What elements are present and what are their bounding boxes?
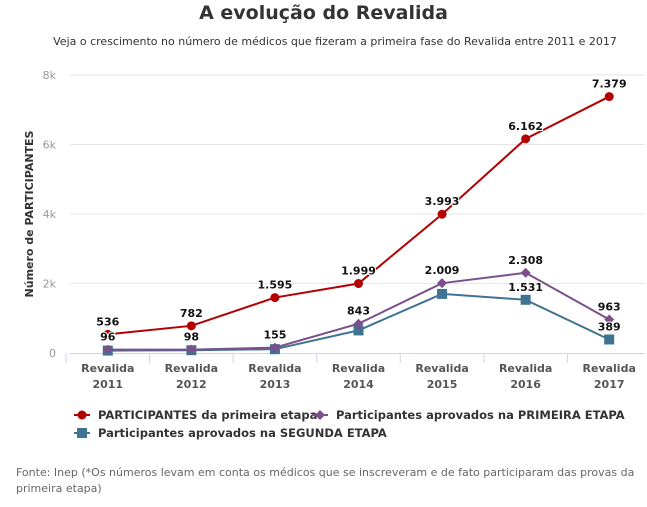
- x-tick-label: Revalida: [332, 362, 385, 375]
- legend-label: PARTICIPANTES da primeira etapa: [98, 408, 317, 422]
- x-tick-label: 2014: [343, 378, 374, 391]
- y-tick-label: 6k: [43, 139, 57, 152]
- legend-marker: [77, 410, 87, 420]
- data-point: [520, 294, 531, 305]
- x-tick-label: Revalida: [248, 362, 301, 375]
- x-tick-label: Revalida: [583, 362, 636, 375]
- x-tick-label: 2012: [176, 378, 207, 391]
- data-point: [186, 344, 197, 355]
- data-point: [437, 209, 447, 219]
- legend-label: Participantes aprovados na SEGUNDA ETAPA: [98, 426, 387, 440]
- data-point: [604, 92, 614, 102]
- data-label: 6.162: [508, 120, 543, 133]
- y-tick-label: 0: [49, 347, 56, 360]
- x-tick-label: 2015: [427, 378, 458, 391]
- chart-subtitle: Veja o crescimento no número de médicos …: [53, 35, 617, 48]
- data-point: [521, 134, 531, 144]
- data-point: [269, 342, 280, 353]
- data-label: 2.308: [508, 254, 543, 267]
- data-label: 389: [598, 320, 621, 333]
- legend-marker: [77, 428, 87, 438]
- data-point: [437, 278, 448, 289]
- data-label: 782: [180, 307, 203, 320]
- x-tick-label: 2011: [92, 378, 123, 391]
- data-label: 2.009: [425, 264, 460, 277]
- data-point: [604, 334, 615, 345]
- data-label: 963: [598, 301, 621, 314]
- x-tick-label: 2017: [594, 378, 625, 391]
- data-label: 155: [263, 329, 286, 342]
- data-label: 843: [347, 305, 370, 318]
- x-tick-label: 2013: [260, 378, 291, 391]
- data-point: [437, 288, 448, 299]
- y-tick-label: 8k: [43, 69, 57, 82]
- data-point: [270, 293, 280, 303]
- x-tick-label: Revalida: [165, 362, 218, 375]
- legend-label: Participantes aprovados na PRIMEIRA ETAP…: [336, 408, 625, 422]
- source-note: Fonte: Inep (*Os números levam em conta …: [16, 466, 635, 495]
- data-label: 1.999: [341, 265, 376, 278]
- data-point: [604, 314, 615, 325]
- data-point: [103, 329, 113, 339]
- y-axis-label: Número de PARTICIPANTES: [23, 130, 36, 297]
- legend-marker: [315, 410, 325, 420]
- chart-title: A evolução do Revalida: [199, 2, 448, 24]
- line-chart: 0 2k 4k 6k 8k Revalida 2011 Revalida 2012 Revalid…: [23, 69, 645, 440]
- data-label: 3.993: [425, 195, 460, 208]
- data-point: [353, 318, 364, 329]
- data-label: 1.531: [508, 281, 543, 294]
- data-point: [354, 279, 363, 289]
- x-tick-label: Revalida: [81, 362, 134, 375]
- x-tick-label: 2016: [510, 378, 541, 391]
- data-label: 1.595: [258, 279, 293, 292]
- data-point: [353, 325, 364, 336]
- data-label: 536: [96, 315, 119, 328]
- x-tick-label: Revalida: [415, 362, 468, 375]
- data-label: 96: [100, 331, 116, 344]
- x-tick-label: Revalida: [499, 362, 552, 375]
- y-tick-label: 2k: [43, 278, 57, 291]
- data-point: [520, 267, 531, 278]
- data-point: [102, 344, 113, 355]
- y-tick-label: 4k: [43, 208, 57, 221]
- data-label: 98: [184, 331, 199, 344]
- data-label: 7.379: [592, 78, 627, 91]
- data-point: [186, 321, 196, 331]
